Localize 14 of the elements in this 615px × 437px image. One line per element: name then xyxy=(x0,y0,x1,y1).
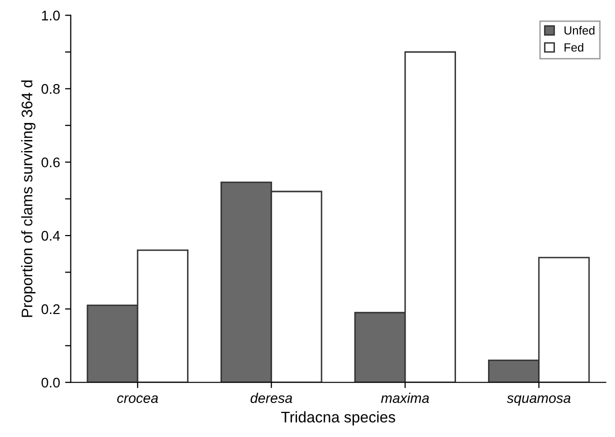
x-tick-label: crocea xyxy=(117,395,158,403)
y-tick-label: 0.6 xyxy=(42,157,60,168)
legend-label: Fed xyxy=(564,42,584,52)
y-tick-label: 0.4 xyxy=(42,230,60,241)
y-tick-label: 0.8 xyxy=(42,84,60,94)
x-tick-label: deresa xyxy=(250,392,292,403)
y-tick-label: 0.0 xyxy=(42,378,60,388)
y-axis-title: Proportion of clams surviving 364 d xyxy=(21,80,36,317)
y-tick-label: 1.0 xyxy=(42,10,60,20)
x-tick-label: maxima xyxy=(381,392,429,403)
y-tick-label: 0.2 xyxy=(42,304,60,314)
legend-label: Unfed xyxy=(564,26,594,35)
x-tick-label: squamosa xyxy=(506,395,570,406)
x-axis-title: Tridacna species xyxy=(281,411,396,426)
